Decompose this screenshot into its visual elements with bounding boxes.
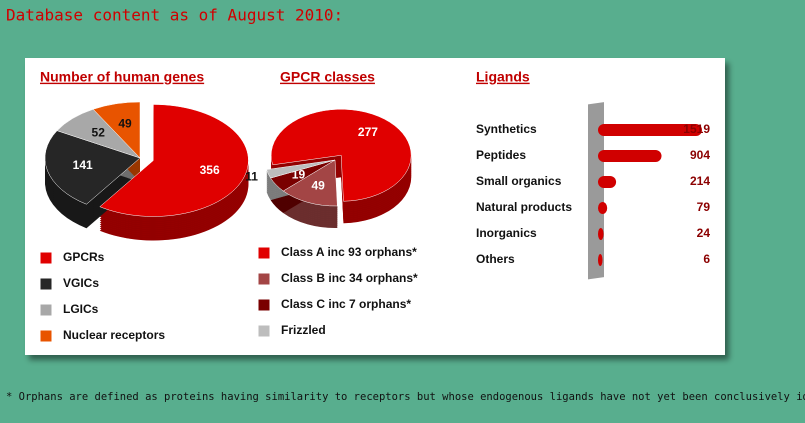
slice-label: 356 bbox=[200, 163, 220, 177]
legend-label: Class C inc 7 orphans* bbox=[281, 297, 411, 311]
chart-title: Number of human genes bbox=[40, 69, 204, 85]
bar bbox=[598, 150, 662, 162]
slice bbox=[266, 159, 336, 179]
slice-label: 277 bbox=[358, 125, 378, 139]
slice bbox=[270, 109, 412, 202]
category-label: Small organics bbox=[476, 174, 562, 188]
chart-title: GPCR classes bbox=[280, 69, 375, 85]
page-title: Database content as of August 2010: bbox=[6, 6, 343, 25]
legend-label: Class A inc 93 orphans* bbox=[281, 245, 417, 259]
legend-label: LGICs bbox=[63, 302, 99, 316]
legend-swatch bbox=[257, 298, 271, 312]
slice-label: 141 bbox=[73, 158, 93, 172]
legend-swatch bbox=[39, 277, 53, 291]
bar bbox=[598, 228, 604, 240]
legend-swatch bbox=[257, 324, 271, 338]
legend-label: GPCRs bbox=[63, 250, 105, 264]
legend-label: Class B inc 34 orphans* bbox=[281, 271, 418, 285]
bar bbox=[598, 202, 608, 214]
slice bbox=[99, 104, 249, 217]
legend-swatch bbox=[257, 272, 271, 286]
category-label: Others bbox=[476, 252, 515, 266]
value-label: 24 bbox=[697, 226, 711, 240]
legend-swatch bbox=[39, 329, 53, 343]
value-label: 1519 bbox=[683, 122, 710, 136]
legend-label: VGICs bbox=[63, 276, 99, 290]
category-label: Inorganics bbox=[476, 226, 537, 240]
slice-label: 11 bbox=[245, 170, 258, 184]
bar bbox=[598, 124, 702, 136]
slice bbox=[282, 159, 338, 207]
legend-swatch bbox=[39, 251, 53, 265]
slice-label: 49 bbox=[118, 117, 132, 131]
value-label: 214 bbox=[690, 174, 710, 188]
slice-label: 49 bbox=[311, 178, 325, 192]
legend-label: Nuclear receptors bbox=[63, 328, 165, 342]
footnote: * Orphans are defined as proteins having… bbox=[6, 391, 805, 403]
legend-swatch bbox=[257, 246, 271, 260]
value-label: 79 bbox=[697, 200, 711, 214]
value-label: 904 bbox=[690, 148, 710, 162]
legend-swatch bbox=[39, 303, 53, 317]
legend-label: Frizzled bbox=[281, 323, 326, 337]
chart-title: Ligands bbox=[476, 69, 530, 85]
category-label: Natural products bbox=[476, 200, 572, 214]
value-label: 6 bbox=[703, 252, 710, 266]
bar bbox=[598, 254, 603, 266]
category-label: Synthetics bbox=[476, 122, 537, 136]
bar bbox=[598, 176, 617, 188]
category-label: Peptides bbox=[476, 148, 526, 162]
slice bbox=[92, 101, 141, 159]
slice bbox=[44, 130, 141, 205]
slice-label: 52 bbox=[92, 126, 106, 140]
